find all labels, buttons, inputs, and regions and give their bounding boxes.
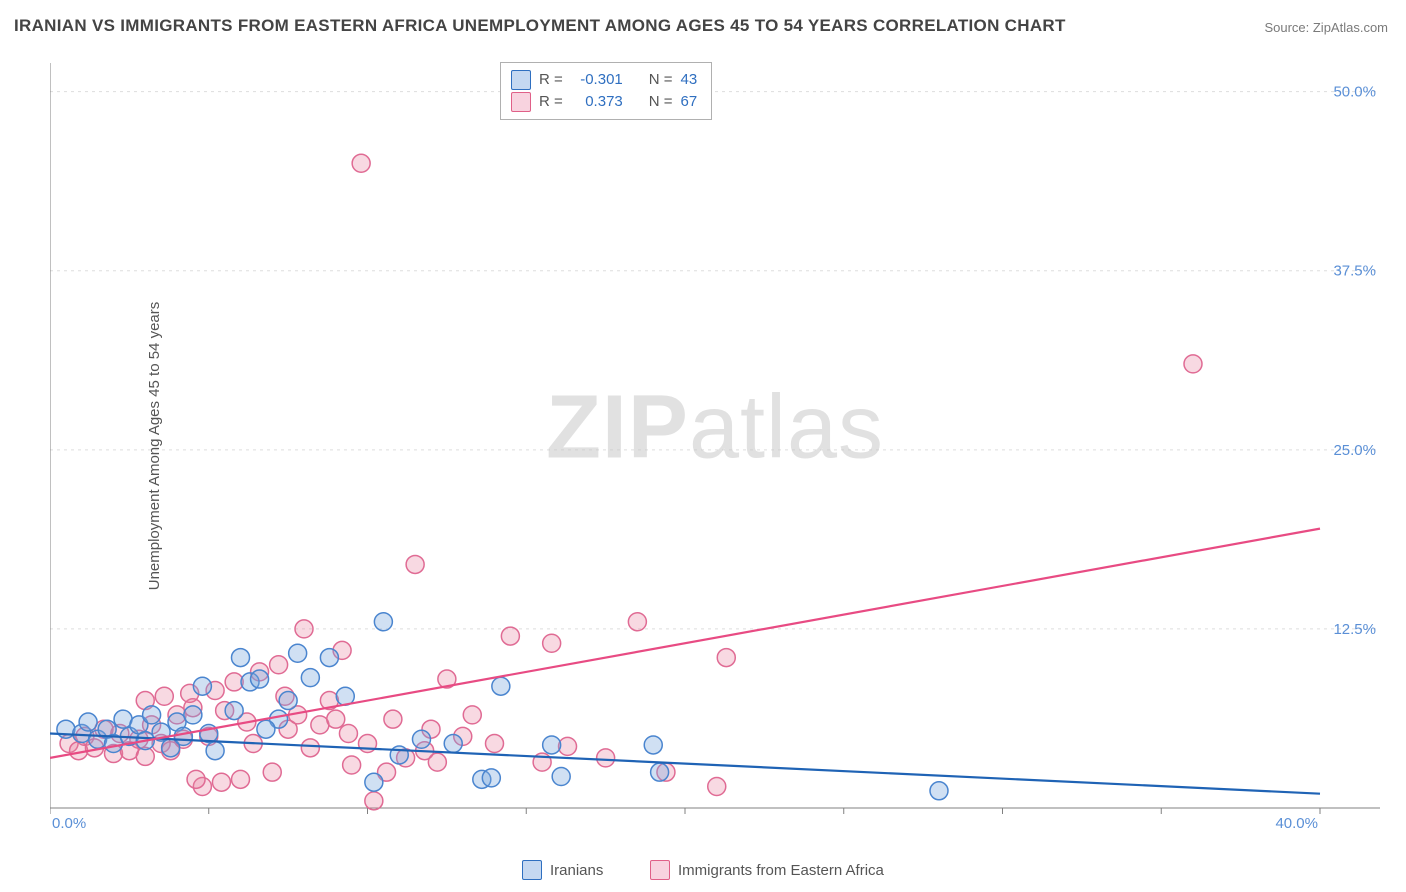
stats-N-value: 43 bbox=[681, 69, 698, 91]
data-point bbox=[543, 634, 561, 652]
data-point bbox=[279, 692, 297, 710]
data-point bbox=[463, 706, 481, 724]
plot-svg: 12.5% 25.0% 37.5% 50.0% 0.0% 40.0% bbox=[50, 58, 1380, 828]
data-point bbox=[206, 742, 224, 760]
data-point bbox=[365, 792, 383, 810]
stats-N-label: N = bbox=[649, 69, 673, 91]
data-point bbox=[232, 649, 250, 667]
data-point bbox=[406, 555, 424, 573]
legend-label: Immigrants from Eastern Africa bbox=[678, 862, 884, 879]
data-point bbox=[482, 769, 500, 787]
scatter-plot: 12.5%25.0%37.5%50.0%0.0%40.0% ZIPatlas bbox=[50, 58, 1380, 828]
data-point bbox=[193, 677, 211, 695]
data-point bbox=[232, 770, 250, 788]
data-point bbox=[212, 773, 230, 791]
legend-swatch-blue bbox=[522, 860, 542, 880]
data-point bbox=[270, 656, 288, 674]
x-tick-label: 40.0% bbox=[1275, 815, 1318, 828]
data-point bbox=[501, 627, 519, 645]
stats-row: R = -0.301 N = 43 bbox=[511, 69, 697, 91]
stats-R-label: R = bbox=[539, 69, 563, 91]
x-tick-label: 0.0% bbox=[52, 815, 86, 828]
chart-title: IRANIAN VS IMMIGRANTS FROM EASTERN AFRIC… bbox=[14, 16, 1066, 36]
y-tick-label: 25.0% bbox=[1333, 442, 1376, 459]
data-point bbox=[930, 782, 948, 800]
legend-iranians: Iranians bbox=[522, 860, 603, 880]
data-point bbox=[289, 644, 307, 662]
data-point bbox=[257, 720, 275, 738]
data-point bbox=[492, 677, 510, 695]
stats-R-value: -0.301 bbox=[571, 69, 623, 91]
stats-row: R = 0.373 N = 67 bbox=[511, 91, 697, 113]
data-point bbox=[444, 735, 462, 753]
data-point bbox=[651, 763, 669, 781]
y-tick-label: 12.5% bbox=[1333, 621, 1376, 638]
data-point bbox=[143, 706, 161, 724]
stats-swatch bbox=[511, 70, 531, 90]
chart-source: Source: ZipAtlas.com bbox=[1264, 20, 1388, 35]
legend-swatch-pink bbox=[650, 860, 670, 880]
stats-N-label: N = bbox=[649, 91, 673, 113]
data-point bbox=[644, 736, 662, 754]
data-point bbox=[263, 763, 281, 781]
stats-N-value: 67 bbox=[681, 91, 698, 113]
data-point bbox=[155, 687, 173, 705]
y-tick-label: 37.5% bbox=[1333, 263, 1376, 280]
data-point bbox=[184, 706, 202, 724]
data-point bbox=[301, 669, 319, 687]
data-point bbox=[428, 753, 446, 771]
y-tick-label: 50.0% bbox=[1333, 84, 1376, 101]
data-point bbox=[597, 749, 615, 767]
data-point bbox=[708, 778, 726, 796]
legend-eastern-africa: Immigrants from Eastern Africa bbox=[650, 860, 884, 880]
data-point bbox=[374, 613, 392, 631]
stats-swatch bbox=[511, 92, 531, 112]
data-point bbox=[365, 773, 383, 791]
data-point bbox=[1184, 355, 1202, 373]
data-point bbox=[225, 702, 243, 720]
data-point bbox=[79, 713, 97, 731]
data-point bbox=[352, 154, 370, 172]
data-point bbox=[301, 739, 319, 757]
data-point bbox=[486, 735, 504, 753]
data-point bbox=[251, 670, 269, 688]
data-point bbox=[343, 756, 361, 774]
data-point bbox=[187, 770, 205, 788]
data-point bbox=[717, 649, 735, 667]
data-point bbox=[295, 620, 313, 638]
data-point bbox=[320, 649, 338, 667]
data-point bbox=[628, 613, 646, 631]
data-point bbox=[327, 710, 345, 728]
regression-line bbox=[50, 529, 1320, 758]
data-point bbox=[543, 736, 561, 754]
stats-R-value: 0.373 bbox=[571, 91, 623, 113]
data-point bbox=[339, 725, 357, 743]
data-point bbox=[174, 727, 192, 745]
stats-R-label: R = bbox=[539, 91, 563, 113]
data-point bbox=[412, 730, 430, 748]
data-point bbox=[552, 767, 570, 785]
correlation-stats-box: R = -0.301 N = 43 R = 0.373 N = 67 bbox=[500, 62, 712, 120]
data-point bbox=[384, 710, 402, 728]
legend-label: Iranians bbox=[550, 862, 603, 879]
